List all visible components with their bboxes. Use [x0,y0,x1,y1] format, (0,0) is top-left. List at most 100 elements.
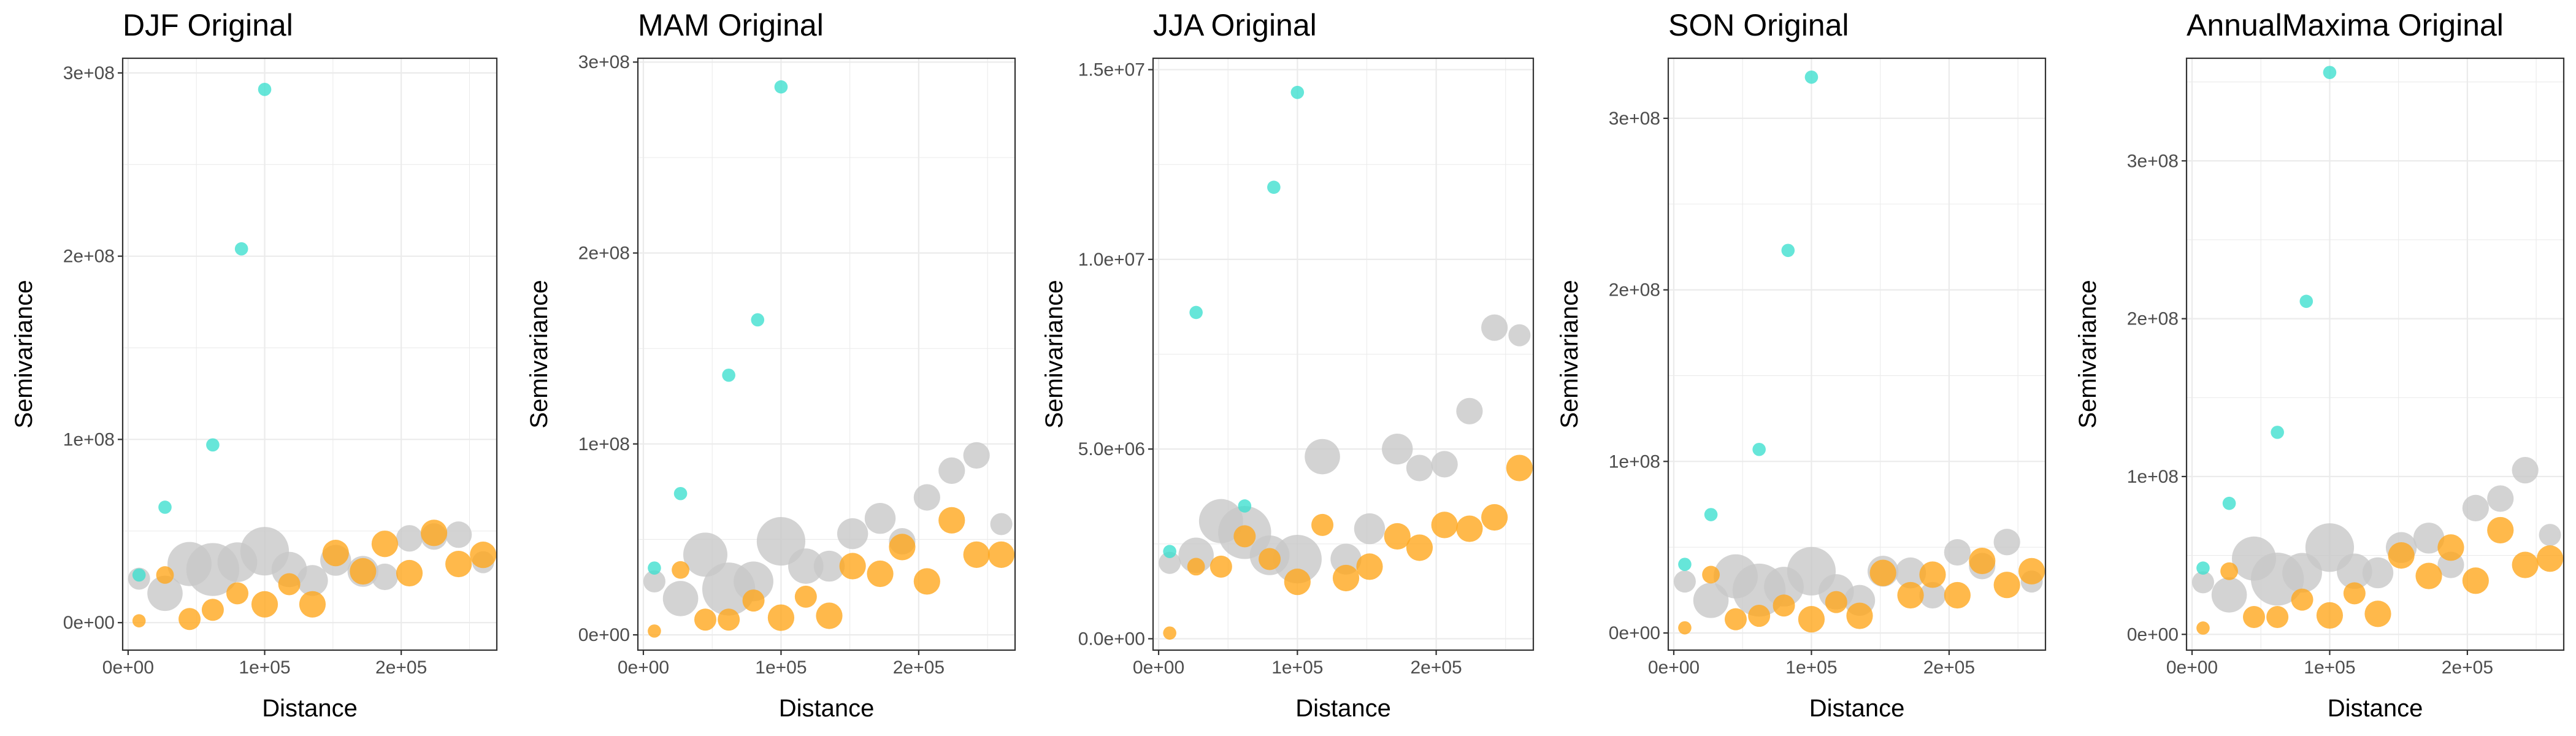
panel-border [1152,57,1535,651]
data-point-cyan [1678,558,1692,571]
data-point-gray [1944,539,1971,566]
data-point-orange [420,519,448,546]
data-point-cyan [1804,70,1819,84]
data-point-orange [1846,602,1873,629]
data-point-gray [1178,537,1214,573]
panel-border [1667,57,2047,651]
x-axis-title: Distance [262,695,358,722]
data-point-orange [1748,605,1771,627]
data-point-orange [1384,523,1411,550]
data-point-orange [1825,591,1847,613]
data-point-orange [445,550,472,578]
data-point-orange [2018,558,2045,585]
data-point-orange [2196,621,2210,635]
data-point-orange [201,599,224,621]
panel-3: 0e+00 1e+05 2e+05 0.0e+00 5.0e+06 1.0e+07 1.5e… [1041,8,1535,722]
y-axis-title: Semivariance [1556,280,1583,428]
data-point-gray [1456,397,1483,424]
data-point-gray [2211,577,2247,613]
data-point-gray [662,581,699,616]
chart-title: SON Original [1668,8,1849,42]
data-point-orange [1163,626,1176,640]
data-point-orange [672,561,689,579]
y-tick-label: 0e+00 [578,625,630,645]
y-tick-label: 3e+08 [63,63,115,83]
data-point-gray [2487,485,2514,512]
data-point-orange [1773,594,1795,617]
data-point-cyan [2222,496,2236,510]
x-tick-label: 2e+05 [2442,657,2493,678]
data-point-orange [2487,516,2514,544]
data-point-gray [1993,529,2020,556]
data-point-orange [1678,621,1692,635]
data-point-cyan [1238,499,1252,513]
x-tick-label: 1e+05 [755,657,807,678]
data-point-orange [178,608,201,631]
data-point-orange [2415,562,2442,589]
y-tick-label: 3e+08 [2127,151,2179,171]
data-point-orange [2512,551,2539,578]
data-point-cyan [1752,442,1766,456]
data-point-orange [1919,561,1946,588]
data-point-orange [867,560,894,588]
data-point-orange [1969,547,1996,575]
data-point-orange [839,553,866,580]
data-point-orange [694,608,716,631]
y-tick-label: 2e+08 [2127,309,2179,329]
data-point-cyan [132,568,146,582]
data-point-orange [889,534,916,561]
x-tick-label: 2e+05 [375,657,427,678]
data-point-orange [2437,534,2464,561]
y-tick-label: 3e+08 [578,52,630,72]
chart-title: AnnualMaxima Original [2187,8,2504,42]
data-point-orange [2462,567,2489,594]
data-point-orange [1897,581,1924,609]
data-point-gray [371,563,399,591]
data-point-cyan [1189,305,1203,320]
x-axis-title: Distance [1809,695,1905,722]
y-tick-label: 1.0e+07 [1078,250,1145,270]
data-point-orange [2364,600,2391,627]
y-tick-label: 0.0e+00 [1078,629,1145,649]
data-point-orange [1187,558,1205,576]
y-tick-label: 2e+08 [63,247,115,267]
data-point-orange [1406,534,1433,561]
data-point-cyan [258,82,272,96]
chart-title: DJF Original [123,8,293,42]
data-point-gray [2539,524,2561,546]
x-tick-label: 0e+00 [102,657,154,678]
data-point-orange [2536,545,2564,572]
data-point-gray [1273,534,1322,584]
panel-border [2185,57,2565,651]
data-point-cyan [1704,508,1718,521]
y-axis-title: Semivariance [10,280,37,428]
panel-1: 0e+00 1e+05 2e+05 0e+00 1e+08 2e+08 3e+08 Dista… [10,8,498,722]
data-point-gray [1431,451,1458,478]
data-point-orange [2388,542,2415,569]
y-tick-label: 3e+08 [1609,109,1660,129]
data-point-gray [445,521,472,548]
panel-border [637,57,1016,651]
data-point-cyan [648,561,661,575]
data-point-cyan [673,486,688,500]
data-point-orange [251,591,278,618]
x-axis-title: Distance [1295,695,1391,722]
data-point-cyan [1290,85,1305,99]
x-tick-label: 0e+00 [2166,657,2218,678]
y-tick-label: 1e+08 [578,434,630,454]
x-tick-label: 1e+05 [239,657,290,678]
chart-title: MAM Original [638,8,824,42]
data-point-gray [643,570,665,592]
data-point-orange [1284,569,1311,596]
data-point-gray [147,575,183,611]
chart-title: JJA Original [1153,8,1317,42]
data-point-gray [1895,557,1926,589]
data-point-orange [299,591,326,618]
data-point-orange [2316,602,2344,629]
data-point-orange [1798,606,1825,633]
data-point-gray [756,516,806,566]
y-tick-label: 1e+08 [1609,451,1660,472]
data-point-orange [1259,548,1281,570]
x-tick-label: 0e+00 [618,657,669,678]
